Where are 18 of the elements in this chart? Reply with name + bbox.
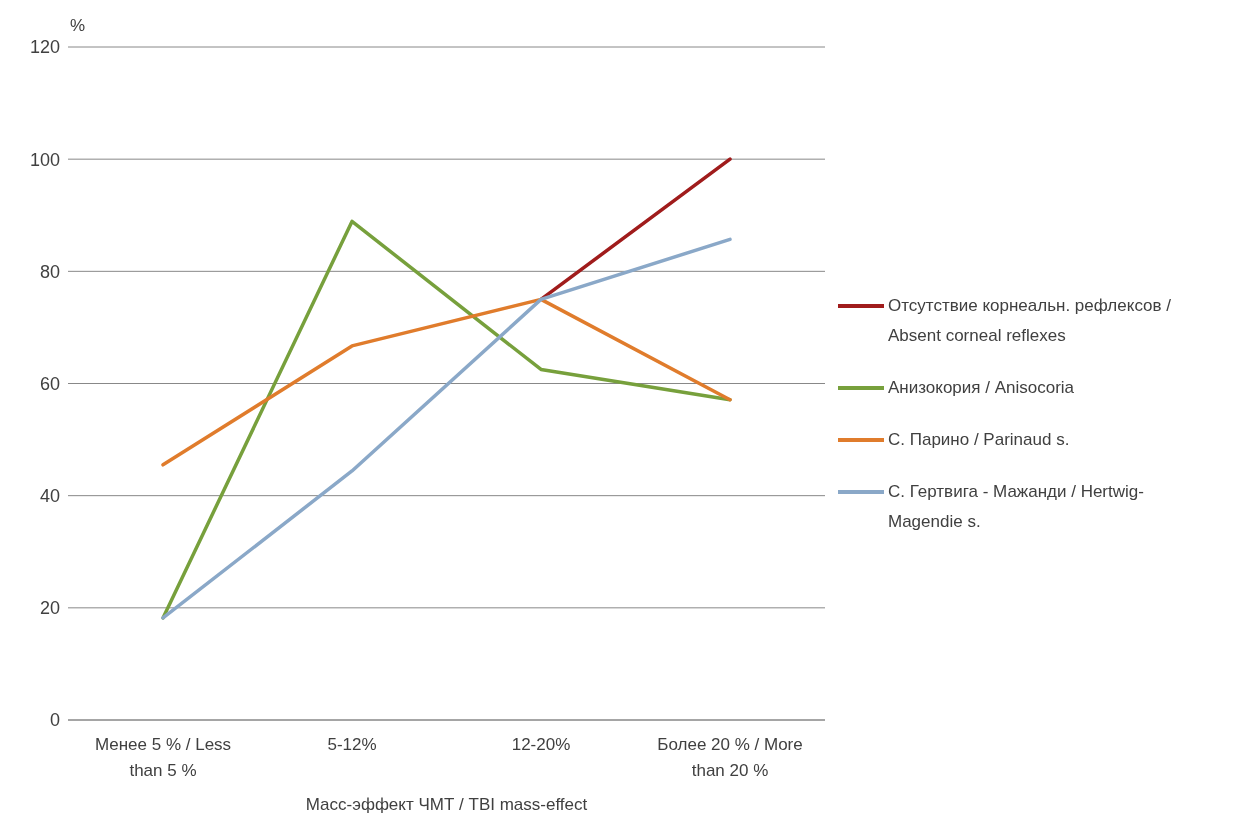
legend-label: Анизокория / Anisocoria	[888, 377, 1075, 399]
y-tick-label: 100	[29, 149, 60, 170]
x-tick-label: 12-20%	[511, 735, 571, 754]
legend-label: С. Парино / Parinaud s.	[888, 429, 1070, 451]
y-tick-label: 80	[39, 261, 60, 282]
y-axis-title: %	[70, 16, 86, 36]
y-tick-label: 120	[29, 37, 60, 58]
x-tick-label: 5-12%	[327, 735, 377, 754]
y-tick-label: 60	[39, 373, 60, 394]
legend-label: Отсутствие корнеальн. рефлексов / Absent corneal reflexes	[888, 295, 1172, 347]
legend-label: С. Гертвига - Мажанди / Hertwig-Magendie s.	[888, 481, 1145, 533]
x-tick-label: Более 20 % / More than 20 %	[657, 735, 803, 780]
y-tick-label: 20	[39, 598, 60, 619]
y-tick-label: 40	[39, 486, 60, 507]
line-series	[161, 297, 732, 467]
x-axis-title: Масс-эффект ЧМТ / TBI mass-effect	[305, 795, 588, 814]
y-tick-label: 0	[49, 710, 60, 731]
x-tick-label: Менее 5 % / Less than 5 %	[94, 735, 232, 780]
